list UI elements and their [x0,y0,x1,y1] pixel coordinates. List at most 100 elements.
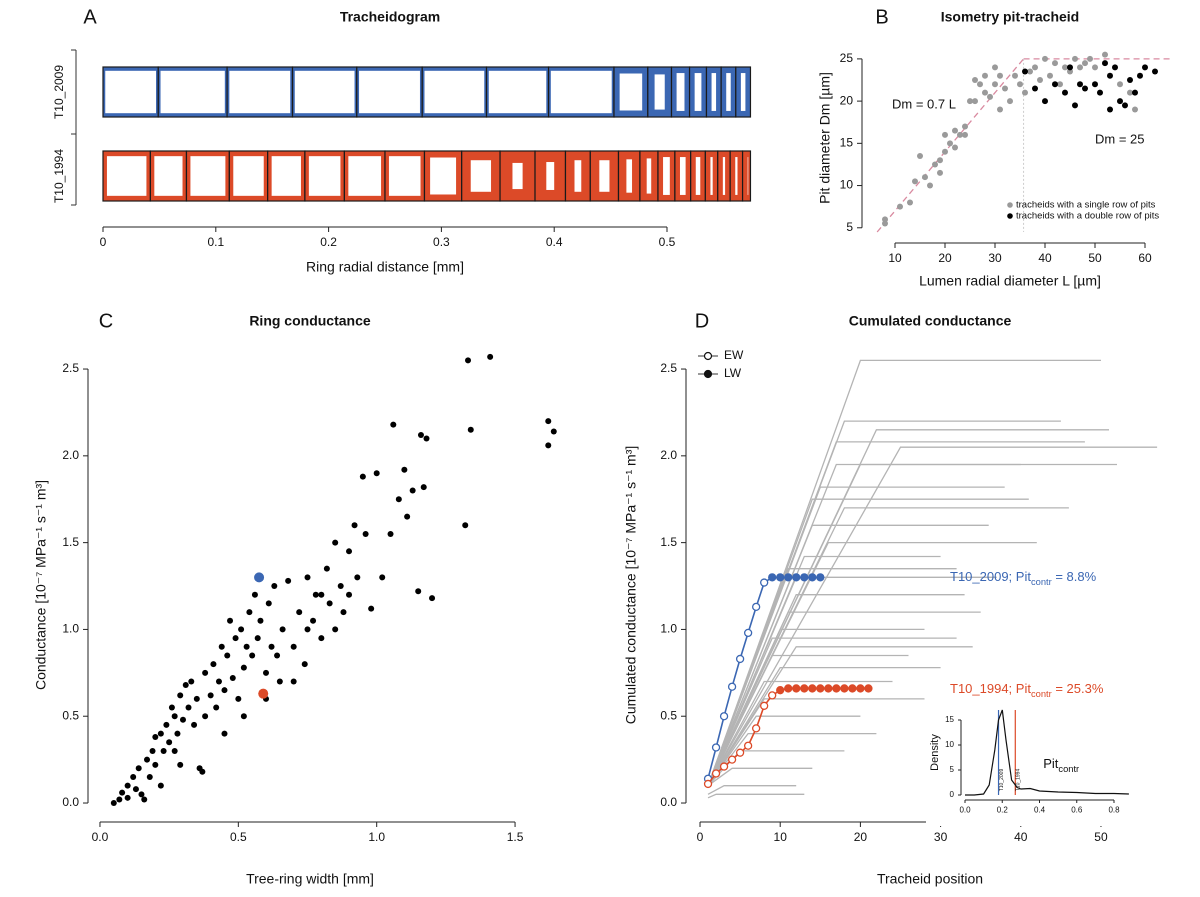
cell-lumen [695,157,701,195]
cell-lumen [722,157,726,195]
background-line [707,646,973,787]
y-tick-label: 15 [840,136,854,150]
point [254,635,261,642]
x-tick-label: 0.2 [997,805,1009,814]
cell-lumen [711,73,717,111]
x-tick-label: 40 [1038,251,1052,265]
point [202,713,209,720]
point [907,199,913,206]
point [116,796,123,803]
point [340,609,347,616]
point [290,678,297,685]
cell-lumen [740,73,746,111]
x-tick-label: 0.4 [546,235,563,249]
x-tick-label: 40 [1014,830,1028,844]
point [1142,64,1148,71]
point [1132,89,1138,96]
x-tick-label: 0.3 [433,235,450,249]
y-tick-label: 0.5 [660,708,677,722]
point [238,626,245,633]
y-tick-label: 2.0 [660,448,677,462]
x-tick-label: 0.4 [1034,805,1046,814]
cell-lumen [599,160,610,192]
point [229,675,236,682]
point [174,730,181,737]
point [972,77,978,83]
point [1117,81,1123,88]
point [182,681,189,688]
point [1127,89,1133,96]
x-tick-label: 1.5 [507,830,524,844]
point [274,652,281,659]
point [224,652,231,659]
point [323,565,330,572]
point [967,98,973,105]
point [420,484,427,491]
point [279,626,286,633]
panel-letter: D [695,310,709,332]
y-tick-label: 0.0 [660,795,677,809]
point [982,72,988,79]
point [141,796,148,803]
point [897,203,903,210]
point [144,756,151,763]
point [1067,68,1073,75]
x-tick-label: 0 [100,235,107,249]
point [1107,106,1113,113]
point [257,617,264,624]
y-tick-label: 0.0 [62,795,79,809]
point [401,466,408,473]
cell-lumen [106,156,147,196]
series-point [864,684,873,693]
point [152,734,159,741]
cell-lumen [679,157,686,195]
x-tick-label: 0 [697,830,704,844]
x-tick-label: 30 [934,830,948,844]
cell-lumen [430,157,457,195]
point [193,695,200,702]
cell-lumen [424,70,485,114]
point [326,600,333,607]
point [937,157,943,164]
point [318,591,325,598]
point [362,530,369,537]
panel-title: Tracheidogram [340,9,440,25]
point [271,583,278,590]
background-line [707,793,805,799]
annotation-tail: = 25.3% [1052,681,1104,696]
point [296,609,303,616]
point [997,106,1003,113]
point [882,216,888,223]
panel-title: Cumulated conductance [849,313,1012,329]
point [188,678,195,685]
point [972,98,978,105]
series-point [752,602,761,612]
series-point [703,779,713,789]
series-point [743,628,753,638]
cell-lumen [654,74,665,110]
legend-marker [1007,202,1013,208]
series-point [711,743,721,752]
point [962,123,968,130]
background-line [707,568,957,786]
point [1117,98,1123,105]
point [404,513,411,520]
cell-lumen [160,70,225,114]
series-point [784,684,793,693]
point [202,669,209,676]
background-line [707,446,1158,787]
point [1047,72,1053,79]
point [157,782,164,789]
cell-lumen [348,156,382,196]
cell-lumen [710,157,713,195]
point [221,730,228,737]
point [550,428,557,435]
point [942,148,948,155]
series-point [832,684,841,693]
point [171,747,178,754]
y-tick-label: 5 [846,220,853,234]
point [1032,85,1038,92]
point [1132,106,1138,113]
y-tick-label: 0 [950,790,955,799]
y-tick-label: 2.0 [62,448,79,462]
